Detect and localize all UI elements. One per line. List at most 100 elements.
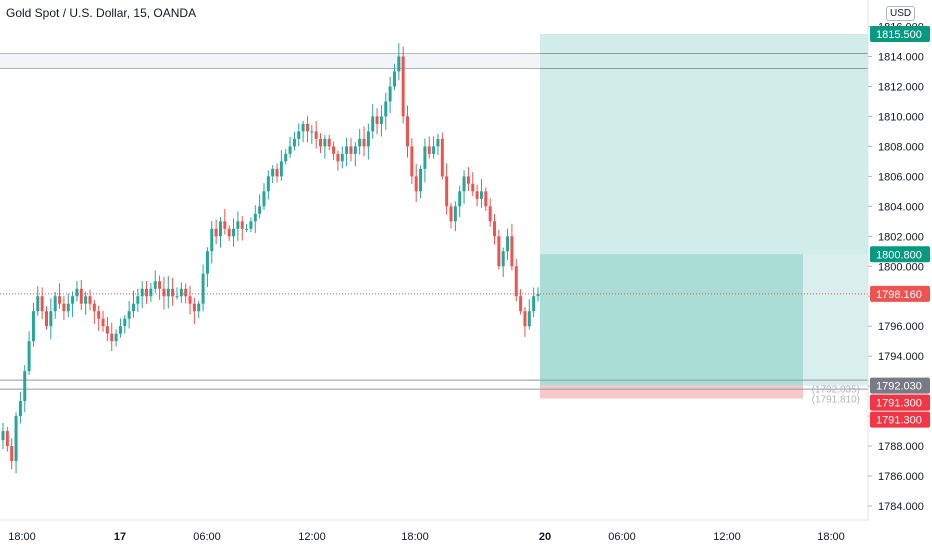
candle-body	[462, 176, 466, 192]
candle-body	[319, 138, 323, 147]
candle-body	[197, 303, 201, 312]
candle-body	[453, 206, 457, 222]
candle-body	[162, 288, 166, 297]
time-tick-label: 18:00	[8, 531, 36, 543]
time-tick-label: 06:00	[193, 531, 221, 543]
ghost-label-b: (1791.810)	[812, 395, 860, 406]
time-tick-label: 17	[114, 531, 126, 543]
candle-body	[127, 311, 131, 319]
candle-body	[349, 146, 353, 154]
candle-body	[406, 116, 410, 147]
candle-body	[249, 221, 253, 229]
candle-body	[314, 131, 318, 139]
candle-body	[284, 153, 288, 162]
candle-body	[436, 138, 440, 147]
candle-body	[175, 296, 179, 298]
level-label-a: 1792.030	[876, 381, 922, 393]
candle-body	[332, 146, 336, 154]
stop-loss-zone	[540, 385, 803, 399]
price-tick-label: 1784.000	[878, 501, 924, 513]
level-label-a-bg	[870, 377, 930, 394]
candle-body	[536, 293, 540, 297]
candle-body	[114, 333, 118, 342]
candle-body	[388, 86, 392, 102]
candle-body	[97, 311, 101, 319]
candle-body	[397, 56, 401, 72]
candle-body	[336, 153, 340, 162]
time-axis[interactable]: 18:00 17 06:00 12:00 18:00 20 06:00 12:00 18:00	[0, 519, 868, 543]
stop-label-a-bg	[870, 394, 930, 411]
symbol-title: Gold Spot / U.S. Dollar, 15, OANDA	[6, 6, 197, 20]
entry-label-bg	[870, 246, 930, 263]
price-tick-label: 1804.000	[878, 201, 924, 213]
take-profit-zone	[540, 34, 868, 255]
candle-body	[432, 146, 436, 154]
candle-body	[166, 288, 170, 297]
candle-body	[149, 288, 153, 297]
candle-body	[445, 176, 449, 207]
candle-body	[236, 221, 240, 229]
candle-body	[131, 303, 135, 312]
candle-body	[258, 206, 262, 214]
candle-body	[232, 228, 236, 237]
candle-body	[414, 176, 418, 192]
time-tick-label: 06:00	[608, 531, 636, 543]
stop-label-b: 1791.300	[876, 415, 922, 427]
candle-body	[279, 161, 283, 177]
candle-body	[18, 401, 22, 417]
candle-body	[271, 168, 275, 177]
candle-body	[379, 116, 383, 124]
time-tick-label: 18:00	[401, 531, 429, 543]
stop-label-b-bg	[870, 411, 930, 428]
candle-body	[440, 138, 444, 177]
candle-body	[179, 288, 183, 297]
candle-body	[362, 138, 366, 147]
candle-body	[488, 206, 492, 222]
candle-body	[423, 146, 427, 169]
candle-body	[140, 288, 144, 297]
candle-body	[514, 266, 518, 297]
candle-body	[184, 288, 188, 297]
time-tick-label: 12:00	[298, 531, 326, 543]
candle-body	[327, 138, 331, 147]
candle-body	[501, 251, 505, 267]
currency-badge[interactable]: USD	[886, 6, 916, 21]
price-tick-label: 1788.000	[878, 441, 924, 453]
candle-body	[145, 288, 149, 297]
position-zones	[540, 34, 868, 399]
stop-label-a: 1791.300	[876, 398, 922, 410]
candle-body	[123, 318, 127, 327]
candle-body	[23, 371, 27, 402]
take-profit-label-bg	[870, 26, 930, 42]
candle-body	[288, 146, 292, 154]
time-tick-label: 18:00	[817, 531, 845, 543]
candle-body	[31, 311, 35, 342]
candle-body	[297, 131, 301, 139]
horizontal-levels	[0, 52, 868, 390]
candle-body	[358, 138, 362, 147]
candle-body	[292, 138, 296, 147]
candle-body	[475, 191, 479, 199]
candle-body	[188, 296, 192, 304]
take-profit-label: 1815.500	[876, 29, 922, 41]
last-price-label: 1798.160	[876, 289, 922, 301]
candle-body	[44, 311, 48, 327]
candle-body	[484, 191, 488, 207]
candle-body	[266, 176, 270, 192]
candle-body	[171, 288, 175, 297]
resistance-band	[0, 53, 540, 69]
candle-body	[523, 311, 527, 327]
candle-body	[449, 206, 453, 222]
candle-body	[201, 273, 205, 304]
candle-body	[310, 131, 314, 133]
price-tick-label: 1794.000	[878, 351, 924, 363]
price-tick-label: 1806.000	[878, 171, 924, 183]
candle-body	[218, 221, 222, 237]
price-tick-label: 1786.000	[878, 471, 924, 483]
candle-body	[384, 101, 388, 117]
candle-body	[36, 296, 40, 312]
candle-body	[427, 146, 431, 154]
candle-body	[510, 236, 514, 267]
candle-body	[158, 281, 162, 289]
